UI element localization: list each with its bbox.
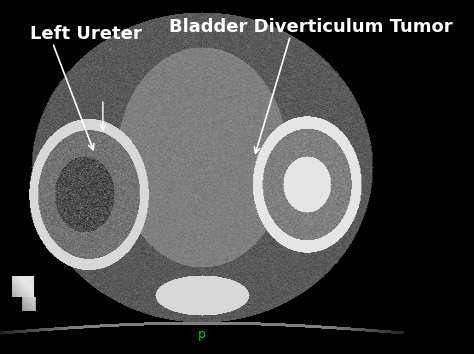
Text: Bladder Diverticulum Tumor: Bladder Diverticulum Tumor — [169, 18, 453, 36]
Text: p: p — [198, 328, 206, 341]
Text: Left Ureter: Left Ureter — [30, 25, 142, 43]
